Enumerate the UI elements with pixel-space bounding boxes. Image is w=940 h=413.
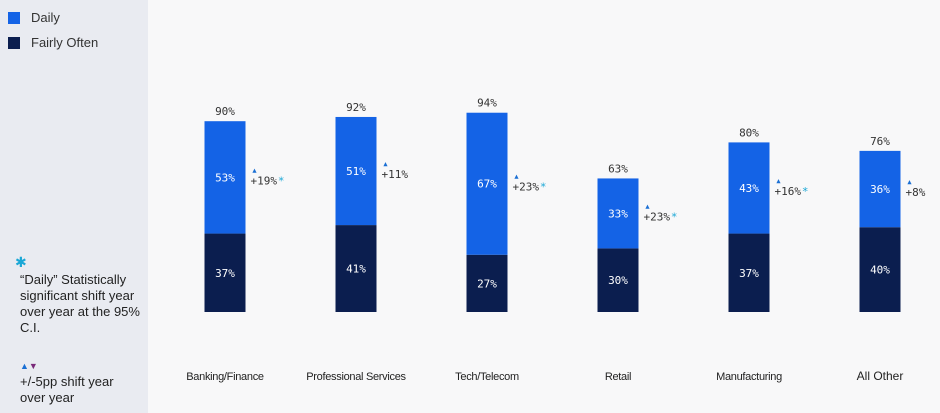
bar-fairly-often-all-other bbox=[859, 227, 901, 312]
shift-label-banking-finance: +19% bbox=[251, 174, 278, 187]
data-label-daily-retail: 33% bbox=[608, 207, 628, 220]
stacked-bar-chart: 37%53%90%▲+19% *Banking/Finance41%51%92%▲… bbox=[186, 97, 925, 383]
bar-fairly-often-banking-finance bbox=[204, 233, 246, 312]
data-label-fairly-often-tech-telecom: 27% bbox=[477, 277, 497, 290]
category-label-retail: Retail bbox=[605, 371, 631, 383]
legend-label-fairly-often: Fairly Often bbox=[31, 35, 99, 50]
shift-label-retail: +23% bbox=[644, 210, 671, 223]
data-label-daily-all-other: 36% bbox=[870, 183, 890, 196]
total-label-professional-services: 92% bbox=[346, 101, 366, 114]
total-label-manufacturing: 80% bbox=[739, 126, 759, 139]
bar-daily-tech-telecom bbox=[466, 112, 508, 255]
significance-star-manufacturing: * bbox=[802, 185, 809, 198]
category-label-tech-telecom: Tech/Telecom bbox=[455, 371, 519, 383]
legend-sidebar: Daily Fairly Often ✱ “Daily” Statistical… bbox=[0, 0, 148, 413]
data-label-fairly-often-all-other: 40% bbox=[870, 264, 890, 277]
data-label-fairly-often-manufacturing: 37% bbox=[739, 267, 759, 280]
shift-arrow-banking-finance: ▲ bbox=[252, 166, 257, 174]
bar-fairly-often-manufacturing bbox=[728, 233, 770, 312]
legend-item-fairly-often: Fairly Often bbox=[8, 35, 98, 50]
significance-star-retail: * bbox=[671, 210, 678, 223]
legend-swatch-fairly-often bbox=[8, 36, 20, 49]
triangle-down-icon: ▼ bbox=[28, 361, 38, 371]
bar-daily-all-other bbox=[859, 150, 901, 228]
significance-note: “Daily” Statistically significant shift … bbox=[20, 272, 140, 335]
shift-label-manufacturing: +16% bbox=[775, 185, 802, 198]
data-label-daily-professional-services: 51% bbox=[346, 165, 366, 178]
total-label-banking-finance: 90% bbox=[215, 105, 235, 118]
shift-arrow-professional-services: ▲ bbox=[383, 160, 388, 168]
bar-daily-manufacturing bbox=[728, 142, 770, 234]
category-label-professional-services: Professional Services bbox=[306, 371, 406, 383]
data-label-daily-banking-finance: 53% bbox=[215, 171, 235, 184]
shift-label-tech-telecom: +23% bbox=[513, 181, 540, 194]
data-label-daily-manufacturing: 43% bbox=[739, 182, 759, 195]
shift-arrow-manufacturing: ▲ bbox=[776, 177, 781, 185]
shift-arrow-all-other: ▲ bbox=[907, 178, 912, 186]
shift-arrow-retail: ▲ bbox=[645, 202, 650, 210]
triangle-up-icon: ▲ bbox=[20, 361, 29, 371]
bar-layer: 37%53%90%▲+19% *Banking/Finance41%51%92%▲… bbox=[186, 97, 925, 383]
shift-label-professional-services: +11% bbox=[382, 168, 409, 181]
legend-swatch-daily bbox=[8, 11, 20, 24]
shift-icons: ▲▼ bbox=[20, 361, 38, 371]
total-label-retail: 63% bbox=[608, 162, 628, 175]
data-label-daily-tech-telecom: 67% bbox=[477, 178, 497, 191]
legend-label-daily: Daily bbox=[31, 10, 60, 25]
total-label-tech-telecom: 94% bbox=[477, 97, 497, 110]
data-label-fairly-often-retail: 30% bbox=[608, 274, 628, 287]
bar-daily-professional-services bbox=[335, 116, 377, 226]
star-icon: ✱ bbox=[15, 254, 27, 270]
shift-arrow-tech-telecom: ▲ bbox=[514, 173, 519, 181]
bar-daily-retail bbox=[597, 178, 639, 249]
bar-daily-banking-finance bbox=[204, 121, 246, 234]
data-label-fairly-often-professional-services: 41% bbox=[346, 263, 366, 276]
bar-fairly-often-tech-telecom bbox=[466, 254, 508, 312]
bar-fairly-often-professional-services bbox=[335, 225, 377, 312]
category-label-manufacturing: Manufacturing bbox=[716, 371, 782, 383]
category-label-banking-finance: Banking/Finance bbox=[186, 371, 264, 383]
category-label-all-other: All Other bbox=[857, 369, 904, 383]
significance-star-banking-finance: * bbox=[278, 174, 285, 187]
significance-star-tech-telecom: * bbox=[540, 181, 547, 194]
legend-item-daily: Daily bbox=[8, 10, 60, 25]
total-label-all-other: 76% bbox=[870, 135, 890, 148]
shift-label-all-other: +8% bbox=[906, 186, 926, 199]
shift-note: +/-5pp shift year over year bbox=[20, 374, 114, 405]
bar-fairly-often-retail bbox=[597, 248, 639, 312]
data-label-fairly-often-banking-finance: 37% bbox=[215, 267, 235, 280]
